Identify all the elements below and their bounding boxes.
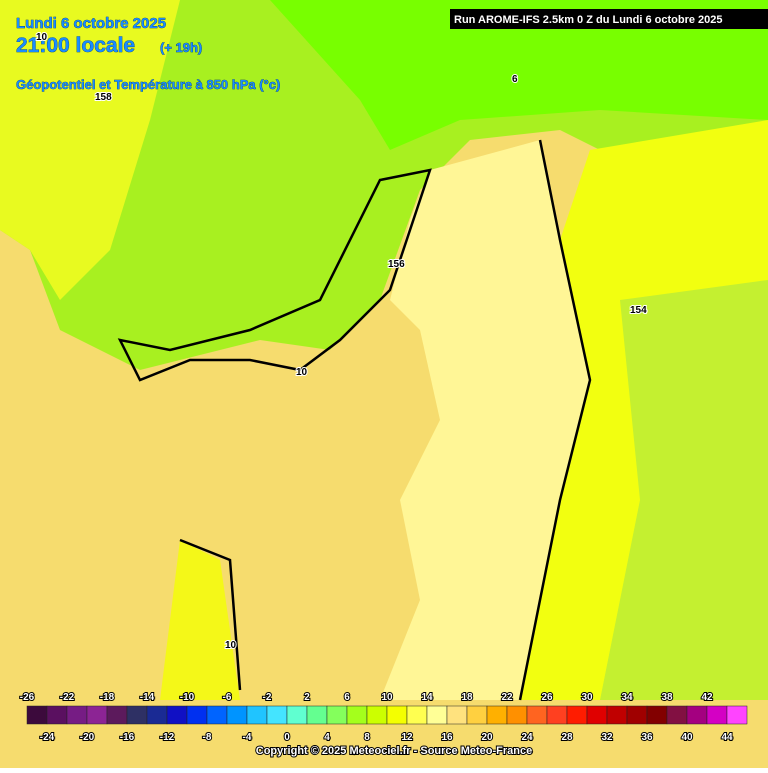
colorbar-swatch bbox=[606, 705, 628, 725]
bright-green-zone bbox=[270, 0, 768, 150]
colorbar-label: -10 bbox=[180, 692, 195, 703]
colorbar-swatch bbox=[106, 705, 128, 725]
colorbar-label: 32 bbox=[601, 732, 613, 743]
colorbar-swatch bbox=[426, 705, 448, 725]
colorbar-label: 14 bbox=[421, 692, 433, 703]
colorbar-label: -16 bbox=[120, 732, 135, 743]
colorbar-label: -6 bbox=[223, 692, 232, 703]
colorbar-swatch bbox=[466, 705, 488, 725]
colorbar-swatch bbox=[146, 705, 168, 725]
colorbar-swatch bbox=[246, 705, 268, 725]
colorbar-label: 26 bbox=[541, 692, 553, 703]
colorbar-label: 36 bbox=[641, 732, 653, 743]
colorbar-label: 34 bbox=[621, 692, 633, 703]
colorbar-swatch bbox=[626, 705, 648, 725]
contour-label: 156 bbox=[388, 259, 405, 270]
colorbar-label: 2 bbox=[304, 692, 310, 703]
coastline bbox=[117, 139, 592, 701]
colorbar-swatch bbox=[706, 705, 728, 725]
colorbar-label: -8 bbox=[203, 732, 212, 743]
colorbar-swatch bbox=[26, 705, 48, 725]
colorbar-label: 40 bbox=[681, 732, 693, 743]
colorbar-swatch bbox=[546, 705, 568, 725]
colorbar-label: -2 bbox=[263, 692, 272, 703]
colorbar-swatch bbox=[446, 705, 468, 725]
date: Lundi 6 octobre 2025 bbox=[16, 15, 166, 32]
colorbar-swatch bbox=[86, 705, 108, 725]
contour-label: 6 bbox=[512, 74, 518, 85]
colorbar-swatch bbox=[486, 705, 508, 725]
colorbar-swatch bbox=[386, 705, 408, 725]
colorbar-label: 30 bbox=[581, 692, 593, 703]
colorbar-label: 18 bbox=[461, 692, 473, 703]
colorbar-label: 20 bbox=[481, 732, 493, 743]
colorbar-swatch bbox=[66, 705, 88, 725]
colorbar-label: -24 bbox=[40, 732, 55, 743]
colorbar-label: -12 bbox=[160, 732, 175, 743]
colorbar-label: 24 bbox=[521, 732, 533, 743]
contour-label: 10 bbox=[36, 32, 48, 43]
colorbar-label: 4 bbox=[324, 732, 330, 743]
run-info: Run AROME-IFS 2.5km 0 Z du Lundi 6 octob… bbox=[454, 14, 723, 26]
contour-label: 158 bbox=[95, 92, 112, 103]
colorbar-label: 10 bbox=[381, 692, 393, 703]
colorbar-label: 38 bbox=[661, 692, 673, 703]
colorbar-swatch bbox=[166, 705, 188, 725]
colorbar-swatch bbox=[646, 705, 668, 725]
colorbar-label: 0 bbox=[284, 732, 290, 743]
colorbar-swatch bbox=[586, 705, 608, 725]
colorbar-label: -26 bbox=[20, 692, 35, 703]
green-east bbox=[600, 280, 768, 700]
colorbar-label: -22 bbox=[60, 692, 75, 703]
colorbar-label: 6 bbox=[344, 692, 350, 703]
colorbar-swatch bbox=[46, 705, 68, 725]
colorbar-swatch bbox=[326, 705, 348, 725]
run-box bbox=[450, 9, 768, 29]
colorbar-label: 16 bbox=[441, 732, 453, 743]
colorbar-label: 44 bbox=[721, 732, 733, 743]
colorbar-swatch bbox=[566, 705, 588, 725]
colorbar-label: 12 bbox=[401, 732, 413, 743]
colorbar-label: -18 bbox=[100, 692, 115, 703]
colorbar-swatch bbox=[506, 705, 528, 725]
colorbar-swatch bbox=[346, 705, 368, 725]
colorbar-swatch bbox=[666, 705, 688, 725]
contour-label: 10 bbox=[225, 640, 237, 651]
colorbar-label: 8 bbox=[364, 732, 370, 743]
colorbar-swatch bbox=[286, 705, 308, 725]
colorbar-swatch bbox=[186, 705, 208, 725]
field: Géopotentiel et Température à 850 hPa (°… bbox=[16, 77, 280, 92]
colorbar-swatch bbox=[226, 705, 248, 725]
offset: (+ 19h) bbox=[160, 40, 202, 55]
colorbar-swatch bbox=[206, 705, 228, 725]
colorbar-swatch bbox=[306, 705, 328, 725]
colorbar-label: -4 bbox=[243, 732, 252, 743]
colorbar-label: -14 bbox=[140, 692, 155, 703]
contour-label: 10 bbox=[296, 367, 308, 378]
colorbar-swatch bbox=[126, 705, 148, 725]
colorbar-swatch bbox=[366, 705, 388, 725]
colorbar-label: 42 bbox=[701, 692, 713, 703]
colorbar-swatch bbox=[266, 705, 288, 725]
colorbar-label: -20 bbox=[80, 732, 95, 743]
copyright: Copyright © 2025 Meteociel.fr - Source M… bbox=[256, 745, 532, 757]
colorbar-label: 22 bbox=[501, 692, 513, 703]
colorbar: -26-24-22-20-18-16-14-12-10-8-6-4-202468… bbox=[19, 691, 748, 744]
colorbar-swatch bbox=[526, 705, 548, 725]
sea bbox=[380, 140, 590, 700]
colorbar-label: 28 bbox=[561, 732, 573, 743]
yellow-west bbox=[0, 0, 180, 300]
colorbar-swatch bbox=[726, 705, 748, 725]
island bbox=[160, 540, 240, 700]
colorbar-swatch bbox=[686, 705, 708, 725]
time: 21:00 locale bbox=[16, 34, 135, 57]
contour-label: 154 bbox=[630, 305, 647, 316]
colorbar-swatch bbox=[406, 705, 428, 725]
